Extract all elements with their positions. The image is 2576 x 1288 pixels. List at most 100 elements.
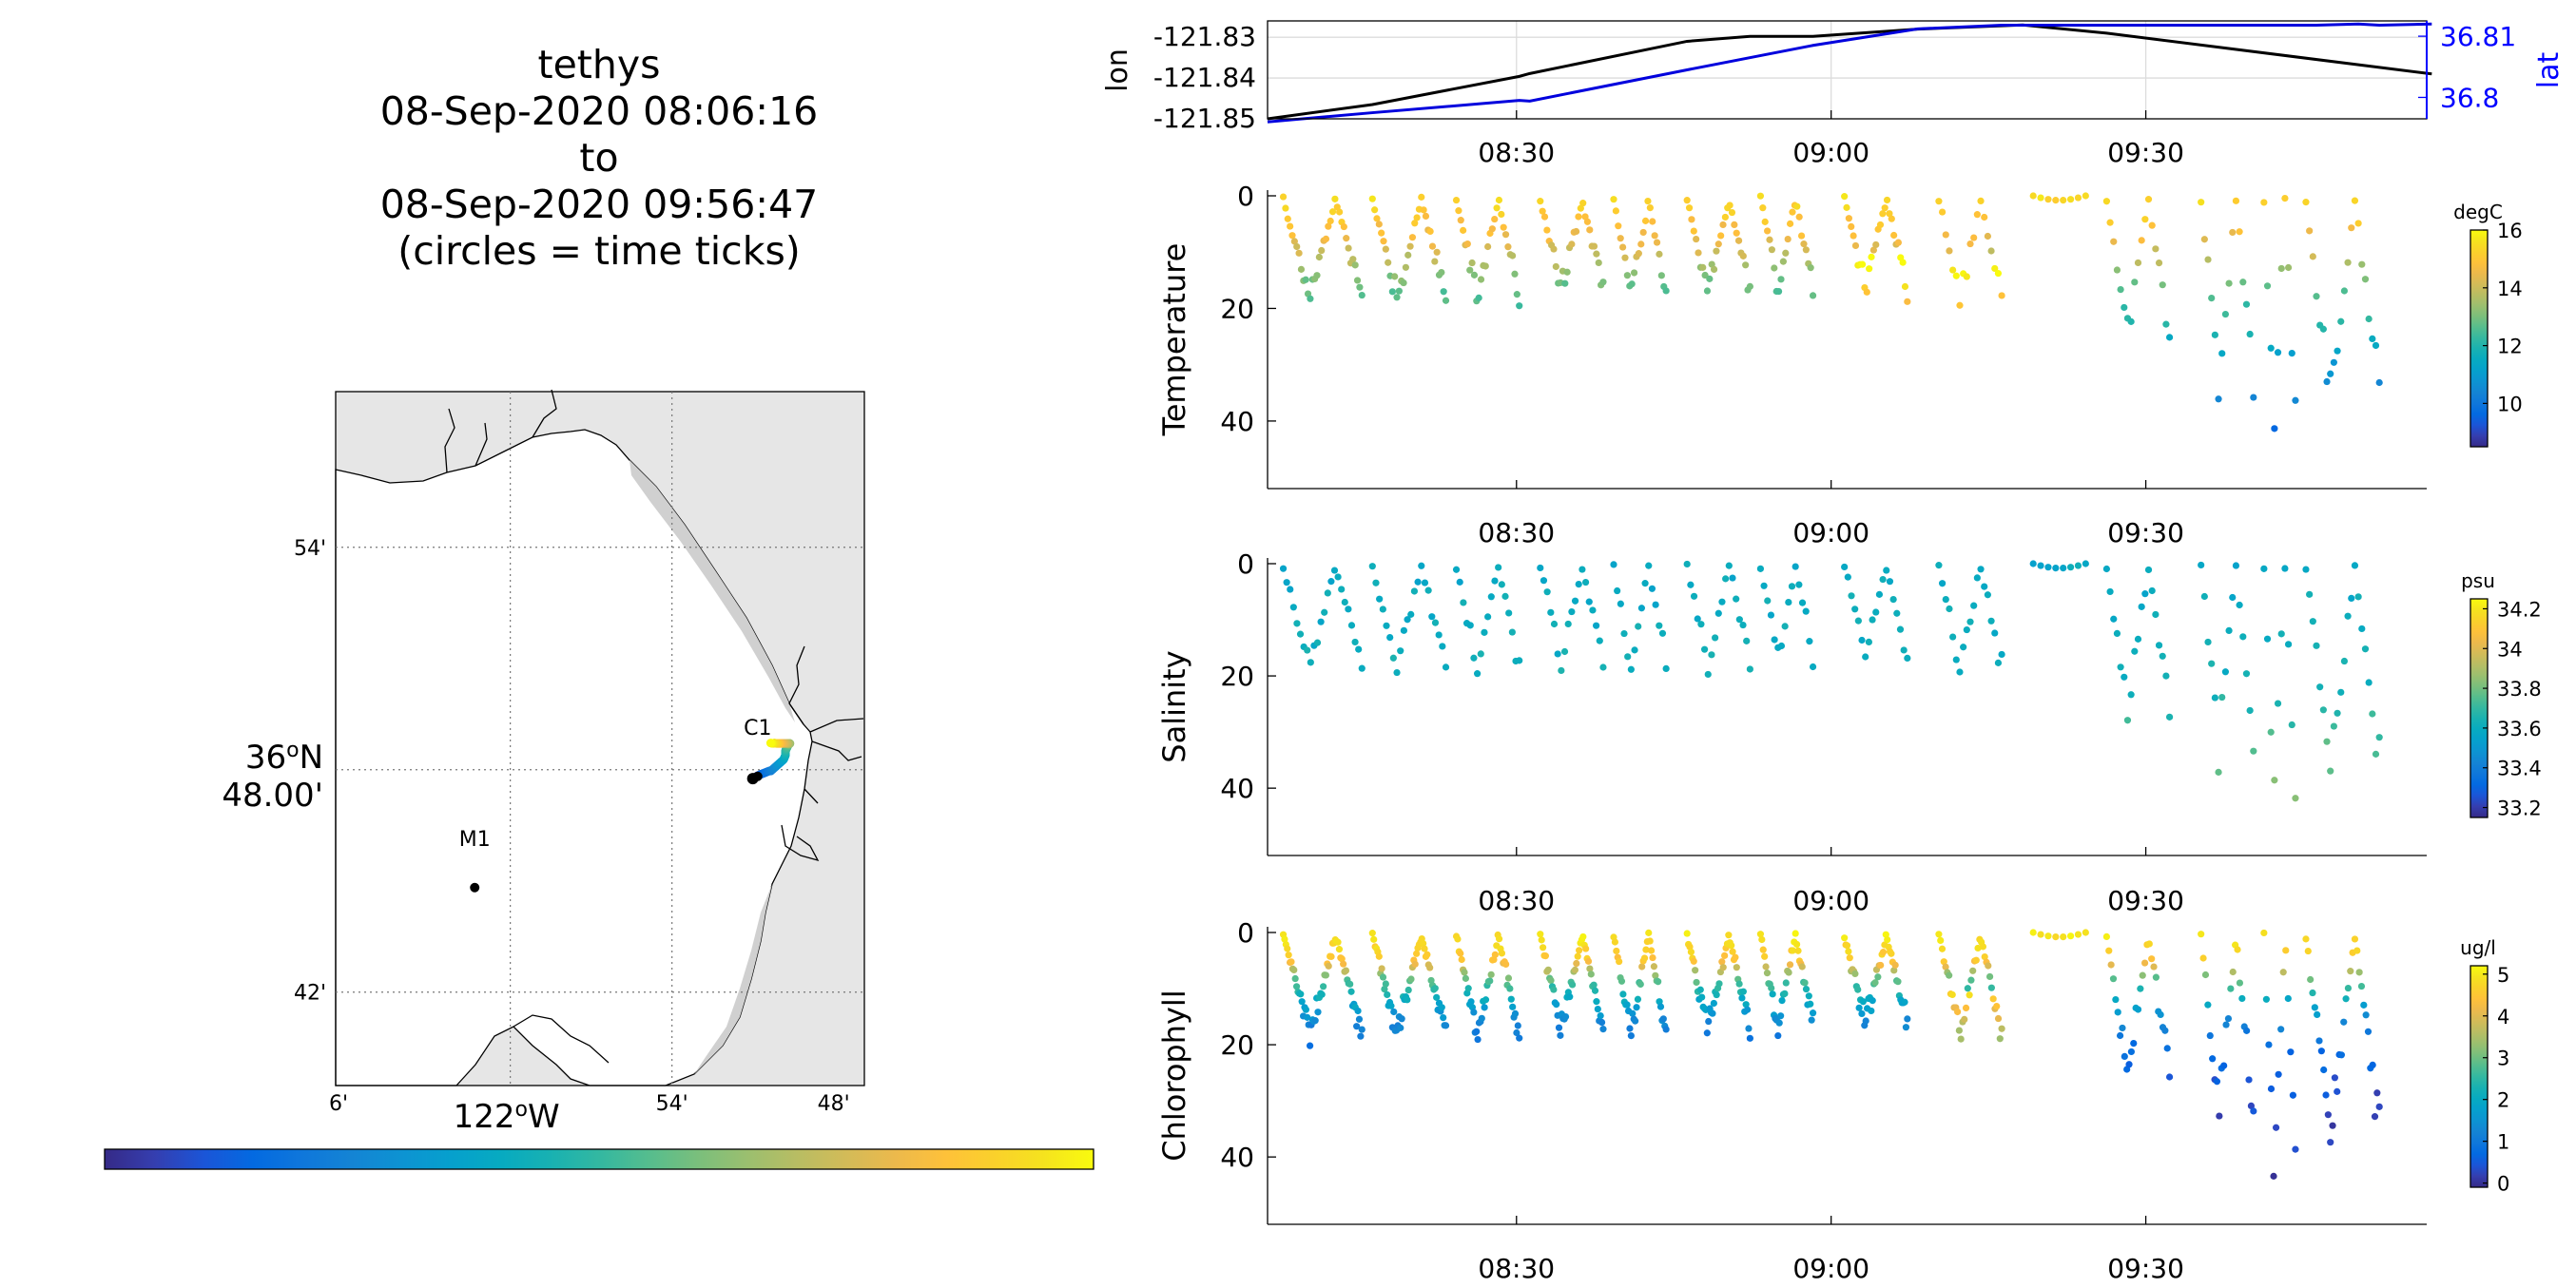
temperature-sample-point: [1610, 196, 1617, 202]
colorbar-tick-label: 5: [2497, 964, 2509, 987]
salinity-sample-point: [2103, 566, 2110, 572]
salinity-sample-point: [1782, 623, 1789, 629]
y-tick-label: 40: [1220, 773, 1254, 804]
salinity-sample-point: [1325, 589, 1331, 596]
chlorophyll-sample-point: [2250, 1107, 2256, 1114]
salinity-sample-point: [2344, 613, 2351, 620]
temperature-sample-point: [1977, 198, 1984, 204]
chlorophyll-sample-point: [2220, 1062, 2227, 1068]
chlorophyll-sample-point: [1312, 1017, 1319, 1024]
chlorophyll-sample-point: [1467, 998, 1474, 1005]
salinity-sample-point: [1974, 574, 1981, 581]
chlorophyll-sample-point: [2158, 1011, 2164, 1018]
temperature-sample-point: [2268, 345, 2275, 352]
salinity-sample-point: [1977, 566, 1984, 572]
salinity-sample-point: [1722, 575, 1729, 582]
chlorophyll-sample-point: [1657, 1003, 1664, 1009]
temperature-sample-point: [1711, 266, 1717, 273]
chlorophyll-sample-point: [2137, 986, 2143, 992]
salinity-sample-point: [2358, 625, 2365, 632]
chlorophyll-sample-point: [1988, 985, 1995, 991]
salinity-sample-point: [1318, 619, 1325, 625]
temperature-sample-point: [1389, 288, 1396, 295]
chlorophyll-sample-point: [1462, 975, 1469, 982]
chlorophyll-sample-point: [1721, 952, 1728, 959]
salinity-sample-point: [2331, 722, 2337, 729]
salinity-sample-point: [2233, 562, 2239, 568]
temperature-sample-point: [1378, 230, 1385, 237]
temperature-sample-point: [1987, 247, 1994, 254]
temperature-sample-point: [1493, 204, 1500, 211]
salinity-sample-point: [1656, 623, 1662, 629]
salinity-sample-point: [1841, 564, 1848, 570]
temperature-sample-point: [1652, 232, 1658, 239]
chlorophyll-sample-point: [1863, 1017, 1869, 1024]
chlorophyll-sample-point: [1618, 978, 1625, 985]
chlorophyll-sample-point: [2161, 1028, 2168, 1034]
colorbar-tick-label: 14: [2497, 278, 2523, 300]
salinity-sample-point: [1653, 602, 1659, 608]
salinity-sample-point: [2316, 683, 2323, 690]
chlorophyll-sample-point: [1803, 986, 1810, 992]
chlorophyll-sample-point: [1758, 936, 1765, 943]
temperature-sample-point: [2334, 348, 2340, 355]
chlorophyll-sample-point: [1958, 1036, 1965, 1043]
salinity-sample-point: [1876, 591, 1883, 598]
salinity-sample-point: [1799, 600, 1806, 606]
x-tick-label: 09:00: [1792, 137, 1869, 168]
chlorophyll-colorbar-unit: ug/l: [2460, 936, 2496, 959]
salinity-sample-point: [1540, 577, 1547, 584]
temperature-sample-point: [1949, 266, 1956, 273]
temperature-sample-point: [2229, 229, 2236, 236]
salinity-sample-point: [1453, 567, 1460, 573]
chlorophyll-sample-point: [1357, 1033, 1364, 1040]
salinity-sample-point: [1579, 566, 1585, 572]
temperature-sample-point: [1406, 243, 1413, 250]
temperature-sample-point: [2306, 227, 2313, 234]
chlorophyll-panel: 0204008:3009:0009:30Chlorophyllug/l54321…: [1156, 917, 2509, 1284]
salinity-sample-point: [2149, 587, 2156, 594]
salinity-sample-point: [2275, 700, 2281, 706]
salinity-sample-point: [1516, 657, 1522, 663]
temperature-sample-point: [2344, 260, 2351, 266]
chlorophyll-sample-point: [1793, 941, 1800, 948]
salinity-sample-point: [1565, 621, 1572, 627]
salinity-sample-point: [1331, 567, 1338, 573]
temperature-sample-point: [2152, 245, 2159, 252]
chlorophyll-sample-point: [1496, 935, 1502, 942]
salinity-sample-point: [1345, 606, 1351, 612]
temperature-sample-point: [1383, 246, 1389, 253]
salinity-sample-point: [1582, 579, 1589, 586]
salinity-sample-point: [1432, 619, 1439, 625]
salinity-sample-point: [1390, 655, 1397, 662]
salinity-sample-point: [1491, 577, 1498, 584]
salinity-axis-label: Salinity: [1156, 650, 1192, 762]
salinity-panel: 0204008:3009:0009:30Salinitypsu34.23433.…: [1156, 548, 2542, 916]
temperature-sample-point: [2302, 199, 2309, 205]
salinity-sample-point: [2082, 560, 2089, 567]
chlorophyll-sample-point: [1684, 930, 1691, 936]
salinity-sample-point: [1443, 663, 1449, 670]
chlorophyll-sample-point: [1801, 979, 1808, 986]
salinity-sample-point: [1887, 578, 1893, 585]
chlorophyll-sample-point: [2329, 1123, 2335, 1129]
chlorophyll-sample-point: [2030, 929, 2037, 935]
salinity-sample-point: [2229, 594, 2236, 601]
temperature-sample-point: [1900, 260, 1907, 266]
temperature-sample-point: [1740, 253, 1747, 260]
salinity-sample-point: [1659, 630, 1666, 637]
chlorophyll-sample-point: [1516, 1035, 1522, 1042]
temperature-sample-point: [1418, 194, 1424, 201]
chlorophyll-sample-point: [1705, 1018, 1712, 1025]
chlorophyll-sample-point: [1774, 1032, 1781, 1039]
salinity-sample-point: [2145, 567, 2152, 573]
salinity-sample-point: [2306, 591, 2313, 598]
temperature-sample-point: [2162, 321, 2169, 328]
chlorophyll-sample-point: [1383, 980, 1389, 987]
salinity-sample-point: [1949, 633, 1956, 640]
salinity-sample-point: [2152, 611, 2159, 618]
chlorophyll-sample-point: [1488, 971, 1495, 978]
chlorophyll-sample-point: [2140, 972, 2146, 979]
salinity-sample-point: [2355, 593, 2362, 600]
chlorophyll-sample-point: [1725, 932, 1732, 938]
